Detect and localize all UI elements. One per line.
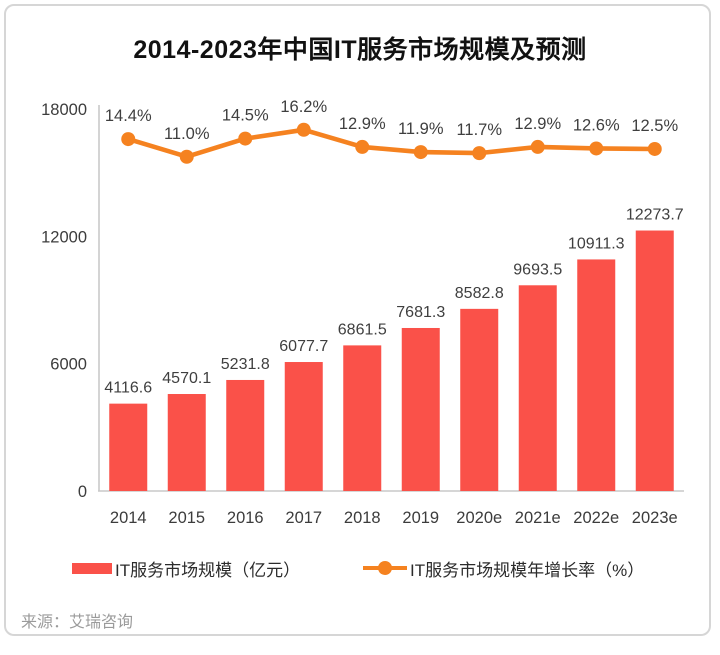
growth-rate-marker	[589, 141, 604, 156]
bar-value-label: 12273.7	[626, 207, 684, 224]
bar-value-label: 10911.3	[568, 235, 625, 252]
bar-2016	[226, 379, 265, 491]
bar-series-swatch-icon	[72, 562, 112, 574]
growth-rate-marker	[179, 149, 194, 164]
growth-rate-marker	[530, 139, 545, 154]
growth-rate-label: 11.0%	[164, 125, 210, 143]
y-tick-label: 0	[78, 483, 87, 501]
growth-rate-marker	[472, 146, 487, 161]
growth-rate-label: 11.7%	[456, 121, 502, 139]
bar-value-label: 7681.3	[396, 304, 445, 321]
growth-rate-label: 11.9%	[398, 120, 444, 138]
legend-label-growth-rate: IT服务市场规模年增长率（%）	[410, 560, 645, 580]
bar-value-label: 6861.5	[338, 321, 387, 338]
x-tick-label: 2014	[110, 509, 147, 527]
growth-rate-marker	[355, 139, 370, 154]
x-tick-label: 2020e	[456, 509, 502, 527]
growth-rate-marker	[238, 131, 253, 146]
legend-label-market-size: IT服务市场规模（亿元）	[115, 560, 301, 580]
chart-title: 2014-2023年中国IT服务市场规模及预测	[133, 36, 587, 64]
growth-rate-marker	[647, 141, 662, 156]
bar-value-label: 9693.5	[513, 261, 562, 278]
growth-rate-marker	[413, 145, 428, 160]
bar-2018	[343, 345, 382, 491]
x-tick-label: 2022e	[573, 509, 619, 527]
bar-2023e	[635, 230, 674, 491]
y-tick-label: 12000	[41, 228, 87, 246]
x-tick-label: 2023e	[632, 509, 678, 527]
bar-value-label: 8582.8	[455, 285, 504, 302]
bar-2015	[167, 394, 206, 491]
growth-rate-label: 12.9%	[339, 115, 386, 133]
growth-rate-label: 12.6%	[573, 116, 620, 134]
bar-2017	[284, 362, 323, 491]
y-tick-label: 18000	[41, 101, 87, 119]
y-tick-label: 6000	[50, 356, 87, 374]
line-series-swatch-icon	[363, 561, 407, 575]
x-tick-label: 2019	[402, 509, 439, 527]
chart-legend: IT服务市场规模（亿元） IT服务市场规模年增长率（%）	[0, 556, 720, 580]
x-tick-label: 2016	[227, 509, 264, 527]
growth-rate-label: 14.4%	[105, 107, 152, 125]
bar-2022e	[577, 259, 616, 491]
growth-rate-label: 12.9%	[514, 115, 561, 133]
legend-item-growth-rate: IT服务市场规模年增长率（%）	[363, 556, 644, 580]
x-tick-label: 2018	[344, 509, 381, 527]
growth-rate-marker	[121, 132, 136, 147]
bar-value-label: 6077.7	[279, 338, 328, 355]
x-tick-label: 2015	[168, 509, 205, 527]
bar-2019	[401, 327, 440, 491]
bar-value-label: 4570.1	[162, 370, 211, 387]
x-tick-label: 2021e	[515, 509, 561, 527]
growth-rate-label: 16.2%	[280, 98, 327, 116]
bar-value-label: 4116.6	[104, 380, 152, 397]
growth-rate-marker	[296, 122, 311, 137]
source-note: 来源：艾瑞咨询	[21, 614, 134, 631]
legend-item-market-size: IT服务市场规模（亿元）	[72, 556, 300, 580]
growth-rate-line	[126, 127, 658, 159]
bar-2021e	[518, 285, 557, 491]
bar-2014	[109, 403, 148, 491]
growth-rate-label: 12.5%	[631, 117, 678, 135]
bar-2020e	[460, 308, 499, 491]
growth-rate-label: 14.5%	[222, 107, 269, 125]
bar-value-label: 5231.8	[221, 356, 270, 373]
x-tick-label: 2017	[285, 509, 322, 527]
